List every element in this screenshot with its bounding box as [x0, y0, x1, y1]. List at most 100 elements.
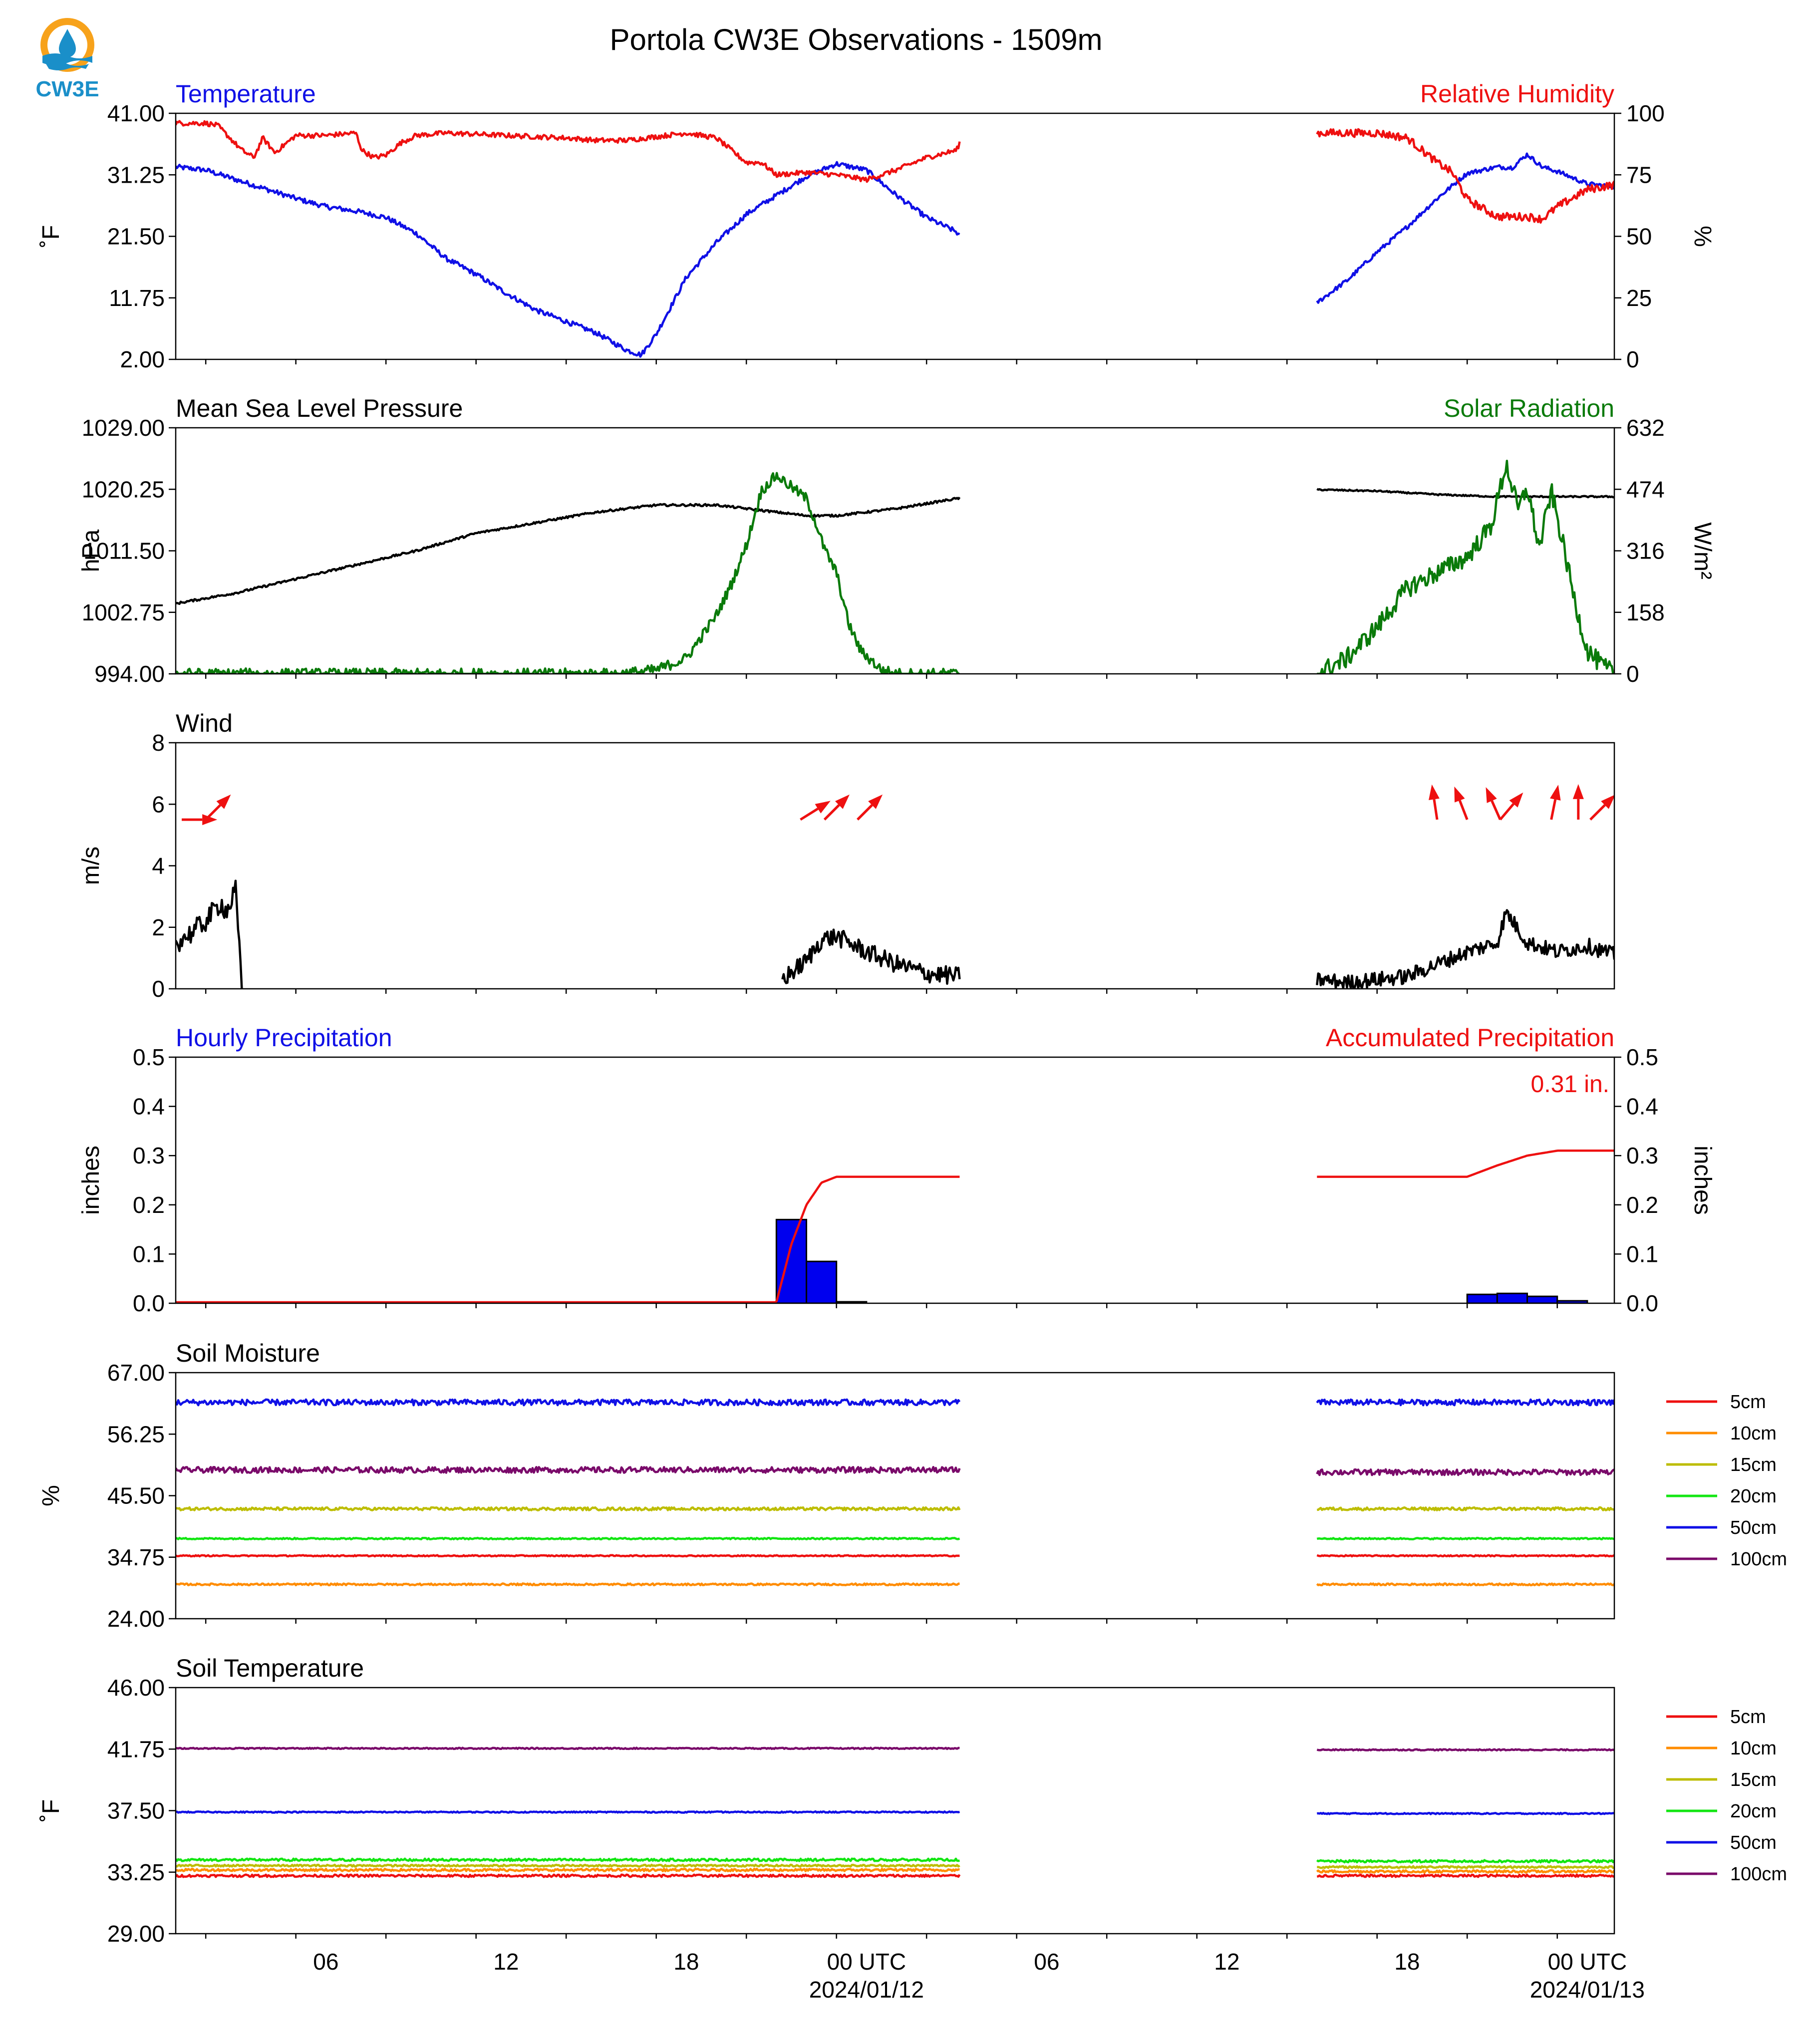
y-right-tick-label: 632 — [1626, 415, 1665, 441]
cw3e-logo: CW3E — [35, 18, 99, 101]
panel-title-left: Wind — [176, 709, 233, 737]
legend-label: 50cm — [1730, 1517, 1777, 1538]
y-right-tick-label: 316 — [1626, 538, 1665, 564]
precip-bar — [1526, 1295, 1558, 1303]
y-tick-label: 67.00 — [107, 1360, 165, 1386]
y-tick-label: 0 — [152, 976, 165, 1002]
x-date-label: 2024/01/13 — [1530, 1977, 1645, 2003]
panel-title-right: Solar Radiation — [1444, 394, 1614, 422]
x-tick-label: 12 — [493, 1949, 519, 1975]
series-line — [176, 1867, 960, 1872]
wind-arrow — [823, 794, 850, 821]
y-tick-label: 41.00 — [107, 100, 165, 126]
legend-label: 15cm — [1730, 1769, 1777, 1790]
y-tick-label: 34.75 — [107, 1544, 165, 1570]
y-tick-label: 1011.50 — [83, 538, 165, 564]
plot-area — [176, 1150, 1614, 1303]
y-axis-label-right: W/m² — [1689, 522, 1716, 579]
y-right-tick-label: 0.2 — [1626, 1192, 1658, 1218]
y-axis-label: ˚F — [38, 1799, 64, 1822]
y-tick-label: 0.2 — [133, 1192, 165, 1218]
legend-label: 5cm — [1730, 1392, 1766, 1413]
series-line — [1316, 1869, 1614, 1874]
y-tick-label: 0.3 — [133, 1143, 165, 1168]
series-line — [1316, 909, 1614, 989]
y-right-tick-label: 100 — [1626, 100, 1665, 126]
series-line — [1316, 1582, 1614, 1587]
y-right-tick-label: 0.1 — [1626, 1241, 1658, 1267]
plot-area — [176, 1398, 1614, 1587]
y-axis-label: inches — [78, 1146, 104, 1215]
y-axis-label-right: inches — [1689, 1146, 1716, 1215]
y-tick-label: 0.1 — [133, 1241, 165, 1267]
y-right-tick-label: 0.0 — [1626, 1290, 1658, 1316]
series-line — [1317, 1506, 1614, 1511]
figure-title: Portola CW3E Observations - 1509m — [609, 23, 1102, 56]
wind-arrow — [857, 794, 883, 821]
series-line — [1316, 488, 1614, 499]
panel-soil_moisture: Soil Moisture 24.00 34.75 45.50 56.25 67.00% 5… — [38, 1339, 1787, 1632]
series-line — [176, 472, 960, 674]
panel-title-right: Accumulated Precipitation — [1326, 1024, 1614, 1052]
axes-frame — [175, 742, 1615, 990]
series-line — [176, 879, 243, 989]
legend-label: 50cm — [1730, 1832, 1777, 1853]
series-line — [176, 1506, 961, 1511]
y-right-tick-label: 50 — [1626, 224, 1652, 250]
series-line — [1316, 1536, 1614, 1541]
panel-temp_rh: Temperature Relative Humidity 2.00 11.75 21.… — [38, 80, 1716, 372]
panel-title-right: Relative Humidity — [1420, 80, 1614, 108]
y-tick-label: 4 — [152, 853, 165, 879]
legend-label: 5cm — [1730, 1707, 1766, 1728]
wind-arrow — [1486, 787, 1502, 821]
plot-area — [176, 784, 1614, 989]
y-tick-label: 1020.25 — [82, 476, 165, 502]
legend-label: 10cm — [1730, 1423, 1777, 1444]
series-line — [176, 1175, 960, 1303]
accumulated-total-label: 0.31 in. — [1531, 1071, 1609, 1098]
wind-arrow — [1429, 784, 1440, 820]
y-tick-label: 994.00 — [94, 661, 165, 687]
y-tick-label: 21.50 — [107, 224, 165, 250]
series-line — [176, 120, 961, 183]
precip-bar — [1496, 1292, 1528, 1303]
series-line — [1316, 1554, 1614, 1558]
y-tick-label: 31.25 — [107, 162, 165, 188]
series-line — [176, 496, 961, 605]
precip-bar — [806, 1260, 838, 1303]
wind-arrow — [1454, 786, 1469, 820]
legend-label: 10cm — [1730, 1738, 1777, 1759]
y-tick-label: 1002.75 — [82, 599, 165, 625]
precip-bar — [1556, 1300, 1588, 1303]
panel-title-left: Hourly Precipitation — [176, 1024, 392, 1052]
legend-label: 20cm — [1730, 1801, 1777, 1822]
series-line — [1316, 1859, 1614, 1864]
y-tick-label: 0.4 — [133, 1094, 165, 1120]
y-tick-label: 41.75 — [107, 1736, 165, 1762]
y-tick-label: 37.50 — [107, 1798, 165, 1824]
y-tick-label: 2 — [152, 914, 165, 940]
axes-frame — [175, 1056, 1615, 1304]
x-tick-label: 00 UTC — [827, 1949, 906, 1975]
series-line — [781, 928, 961, 985]
logo-text: CW3E — [35, 77, 99, 101]
y-tick-label: 45.50 — [107, 1483, 165, 1509]
wind-arrow — [1589, 795, 1614, 821]
precip-bar — [775, 1218, 808, 1303]
legend-label: 100cm — [1730, 1549, 1787, 1570]
y-tick-label: 29.00 — [107, 1921, 165, 1947]
series-line — [176, 1554, 960, 1558]
y-right-tick-label: 0 — [1626, 346, 1639, 372]
series-line — [1317, 1150, 1614, 1178]
y-right-tick-label: 0.5 — [1626, 1044, 1658, 1070]
y-axis-label: hPa — [78, 529, 104, 572]
plot-area — [176, 459, 1614, 674]
panel-title-left: Temperature — [176, 80, 316, 108]
y-tick-label: 2.00 — [120, 346, 165, 372]
y-tick-label: 8 — [152, 730, 165, 756]
y-right-tick-label: 158 — [1626, 599, 1665, 625]
series-line — [1316, 128, 1614, 224]
series-line — [176, 1398, 961, 1407]
x-tick-label: 06 — [313, 1949, 338, 1975]
y-right-tick-label: 0 — [1626, 661, 1639, 687]
